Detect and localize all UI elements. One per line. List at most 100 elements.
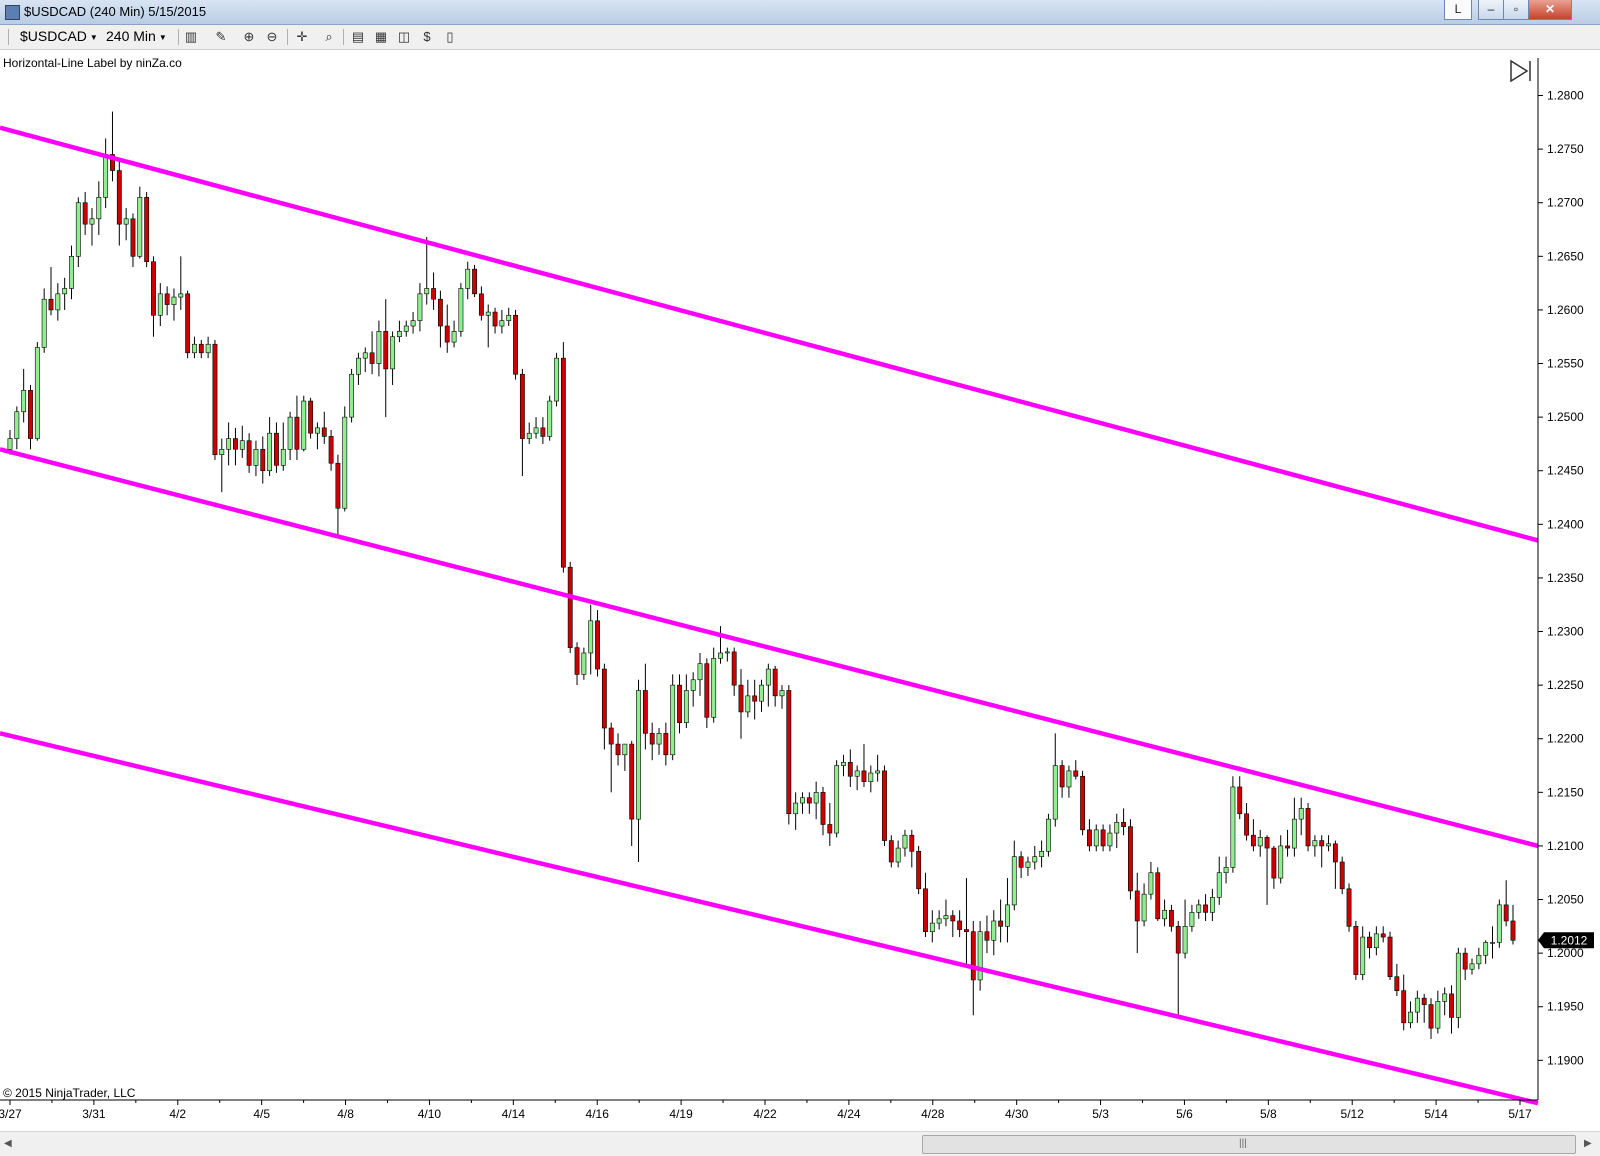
candle <box>485 304 491 348</box>
candle <box>560 342 566 573</box>
candle <box>1128 819 1133 900</box>
candle <box>718 626 723 664</box>
candle <box>861 744 867 787</box>
candle <box>936 910 942 930</box>
channel-lines <box>0 125 1539 1106</box>
channel-line-middle <box>0 447 1539 849</box>
candle-body <box>1121 822 1127 827</box>
candle <box>964 878 969 964</box>
candle-body <box>745 695 751 713</box>
candle-body <box>321 427 327 437</box>
y-tick-label: 1.2600 <box>1547 303 1584 317</box>
properties-icon[interactable]: ▯ <box>446 29 454 44</box>
candle <box>41 288 47 353</box>
toolbar-separator <box>287 29 288 45</box>
candle-body <box>574 647 580 675</box>
candle-body <box>1469 963 1475 970</box>
candle-body <box>1455 952 1461 1018</box>
chart-style-icon[interactable]: ▦ <box>374 29 388 44</box>
zoom-out-icon[interactable]: ⊖ <box>266 29 278 44</box>
candle <box>1285 829 1290 857</box>
data-box-icon[interactable]: ▤ <box>351 29 365 44</box>
candle <box>1326 835 1331 852</box>
candle-body <box>1353 926 1359 975</box>
candle-body <box>205 343 211 354</box>
candle-body <box>1244 813 1249 836</box>
scroll-to-end-icon[interactable] <box>1510 59 1531 83</box>
candle-body <box>998 920 1004 927</box>
x-tick-label: 4/5 <box>253 1107 270 1121</box>
chart-axes <box>0 58 1539 1101</box>
candle <box>547 395 553 441</box>
interval-selector[interactable]: 240 Min ▼ <box>106 28 167 44</box>
magnify-icon[interactable]: ⌕ <box>325 29 333 44</box>
candle <box>1121 808 1127 836</box>
candle-body <box>1408 1011 1413 1024</box>
candle <box>219 438 225 493</box>
candle-body <box>697 663 703 681</box>
candle-body <box>1189 912 1195 927</box>
candle <box>458 283 464 337</box>
zoom-in-icon[interactable]: ⊕ <box>243 29 255 44</box>
x-tick-label: 4/24 <box>837 1107 861 1121</box>
candle-body <box>424 288 430 295</box>
candle <box>998 899 1004 943</box>
candle <box>649 722 655 761</box>
candle <box>841 754 846 777</box>
candle-body <box>615 743 621 756</box>
candle-body <box>1107 832 1113 847</box>
candle-body <box>724 651 730 654</box>
candle <box>622 743 628 771</box>
link-button[interactable]: L <box>1444 0 1472 20</box>
candle-body <box>21 390 27 413</box>
crosshair-icon[interactable]: ✛ <box>296 29 308 44</box>
candle <box>1005 878 1010 943</box>
candle-body <box>1162 909 1167 920</box>
candle-body <box>1285 845 1290 849</box>
candle-body <box>1134 890 1140 922</box>
x-tick-label: 3/31 <box>82 1107 106 1121</box>
candle-body <box>144 197 150 262</box>
candle-body <box>1346 888 1352 927</box>
candle-body <box>1209 897 1215 913</box>
instrument-selector[interactable]: $USDCAD ▼ <box>20 28 98 44</box>
candle-body <box>718 652 723 659</box>
indicators-icon[interactable]: ◫ <box>397 29 411 44</box>
candle <box>663 722 669 766</box>
pencil-draw-icon[interactable]: ✎ <box>215 29 227 44</box>
candle <box>274 422 279 473</box>
horizontal-scrollbar[interactable]: ◀ ||| ▶ <box>0 1131 1600 1156</box>
candle <box>1339 856 1345 895</box>
candle-body <box>1182 926 1188 954</box>
candle-body <box>1435 1001 1441 1029</box>
bar-type-icon[interactable]: ▥ <box>184 29 198 44</box>
candle <box>1216 856 1222 905</box>
price-chart[interactable]: 1.2800 1.2750 1.2700 1.2650 1.2600 1.2550 1.25… <box>0 0 1600 1131</box>
toolbar-separator <box>178 29 179 45</box>
scroll-left-arrow-icon[interactable]: ◀ <box>4 1138 12 1149</box>
close-button[interactable]: ✕ <box>1528 0 1572 20</box>
scroll-right-arrow-icon[interactable]: ▶ <box>1584 1138 1592 1149</box>
candle <box>96 181 102 235</box>
candle-body <box>779 690 785 697</box>
candle <box>916 845 922 895</box>
candle <box>984 915 990 954</box>
candle-body <box>690 679 696 691</box>
candle-body <box>1496 904 1502 943</box>
candle <box>1250 819 1256 852</box>
candle-body <box>260 448 266 472</box>
strategies-icon[interactable]: $ <box>423 29 431 44</box>
candle <box>1360 926 1366 980</box>
candle-body <box>1114 822 1120 834</box>
candle-body <box>116 170 122 225</box>
y-tick-label: 1.2700 <box>1547 196 1584 210</box>
y-tick-label: 1.2100 <box>1547 839 1584 853</box>
candle <box>171 288 177 321</box>
candle-body <box>1421 997 1427 1005</box>
candle <box>492 307 498 334</box>
candle-body <box>267 432 273 472</box>
candle <box>868 765 874 793</box>
candle-body <box>103 154 109 198</box>
candle-body <box>1449 993 1454 1018</box>
scroll-thumb[interactable]: ||| <box>922 1135 1576 1154</box>
